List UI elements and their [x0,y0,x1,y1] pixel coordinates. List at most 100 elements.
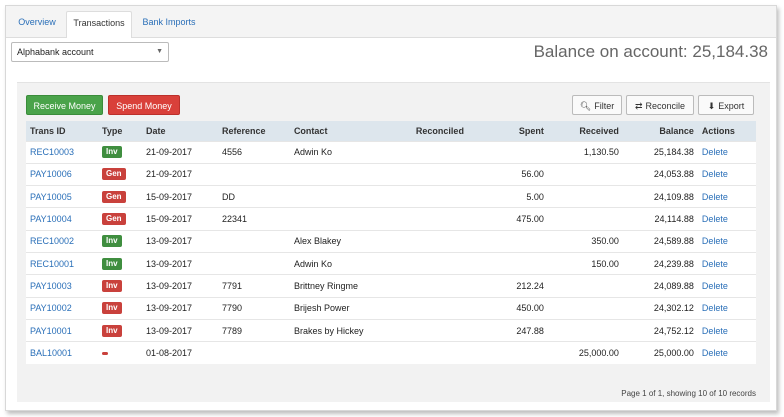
reference-cell [217,251,290,275]
trans-id-link[interactable]: PAY10004 [30,214,72,225]
type-badge: Inv [101,257,122,270]
reference-cell: DD [217,185,290,208]
delete-link[interactable]: Delete [701,169,728,180]
tab-overview[interactable]: Overview [18,17,56,27]
delete-link[interactable]: Delete [701,147,728,158]
trans-id-cell: PAY10004 [26,207,98,231]
tab-transactions[interactable]: Transactions [66,11,132,38]
trans-id-cell: REC10001 [26,251,98,275]
date-cell: 15-09-2017 [141,207,218,231]
contact-cell: Brakes by Hickey [289,318,412,342]
reference-cell: 22341 [217,207,290,231]
delete-link[interactable]: Delete [701,325,728,336]
delete-link[interactable]: Delete [701,280,728,291]
trans-id-link[interactable]: REC10002 [30,236,75,247]
actions-cell: Delete [697,207,756,231]
reconciled-cell [411,229,468,253]
export-button[interactable]: ⬇ Export [698,95,754,115]
trans-id-link[interactable]: PAY10002 [30,303,72,314]
trans-id-link[interactable]: BAL10001 [30,348,73,359]
actions-cell: Delete [697,162,756,186]
table-row: PAY10003 Inv 13-09-2017 7791 Brittney Ringme… [26,274,756,298]
reconciled-cell [411,207,468,231]
trans-id-link[interactable]: REC10001 [30,258,75,269]
balance-cell: 24,239.88 [622,251,698,275]
type-badge: Gen [101,168,126,181]
type-cell: Inv [97,318,142,342]
reconciled-cell [411,140,468,164]
spend-money-button[interactable]: Spend Money [108,95,180,115]
contact-cell [289,341,412,364]
table-row: PAY10001 Inv 13-09-2017 7789 Brakes by Hicke… [26,318,756,342]
balance-cell: 24,109.88 [622,185,698,208]
col-actions: Actions [697,121,756,141]
type-badge: Inv [101,279,122,292]
type-cell: Inv [97,274,142,298]
table-row: PAY10004 Gen 15-09-2017 22341 475.00 24,114.8… [26,207,756,231]
received-cell: 150.00 [547,251,623,275]
reconcile-button[interactable]: ⇄ Reconcile [626,95,694,115]
download-icon: ⬇ [707,101,716,111]
col-contact[interactable]: Contact [289,121,412,141]
tab-bank-imports[interactable]: Bank Imports [142,17,196,27]
reference-cell [217,162,290,186]
delete-link[interactable]: Delete [701,214,728,225]
delete-link[interactable]: Delete [701,258,728,269]
col-trans-id[interactable]: Trans ID [26,121,98,141]
date-cell: 13-09-2017 [141,229,218,253]
received-cell [547,207,623,231]
spent-cell [467,229,548,253]
export-button-label: Export [718,101,745,111]
trans-id-cell: PAY10005 [26,185,98,208]
col-received[interactable]: Received [547,121,623,141]
transactions-table: Trans ID Type Date Reference Contact Rec… [26,121,756,364]
reference-cell: 7789 [217,318,290,342]
trans-id-cell: PAY10002 [26,296,98,320]
reconciled-cell [411,296,468,320]
reconciled-cell [411,318,468,342]
type-cell: Inv [97,296,142,320]
col-date[interactable]: Date [141,121,218,141]
tab-bar: Overview Transactions Bank Imports [6,6,776,38]
trans-id-link[interactable]: PAY10005 [30,191,72,202]
col-balance[interactable]: Balance [622,121,698,141]
reference-cell: 7791 [217,274,290,298]
contact-cell: Alex Blakey [289,229,412,253]
transactions-panel: Receive Money Spend Money 🔍︎ Filter ⇄ Reco… [17,82,770,402]
delete-link[interactable]: Delete [701,303,728,314]
receive-money-button[interactable]: Receive Money [26,95,103,115]
filter-button-label: Filter [594,101,615,111]
contact-cell: Brittney Ringme [289,274,412,298]
date-cell: 15-09-2017 [141,185,218,208]
col-reconciled[interactable]: Reconciled [411,121,468,141]
received-cell [547,318,623,342]
spent-cell [467,140,548,164]
type-cell [97,341,142,364]
col-type[interactable]: Type [97,121,142,141]
delete-link[interactable]: Delete [701,191,728,202]
trans-id-link[interactable]: PAY10003 [30,280,72,291]
trans-id-cell: PAY10001 [26,318,98,342]
received-cell: 1,130.50 [547,140,623,164]
delete-link[interactable]: Delete [701,236,728,247]
trans-id-link[interactable]: PAY10001 [30,325,72,336]
date-cell: 21-09-2017 [141,162,218,186]
col-reference[interactable]: Reference [217,121,290,141]
trans-id-link[interactable]: PAY10006 [30,169,72,180]
reconciled-cell [411,162,468,186]
col-spent[interactable]: Spent [467,121,548,141]
date-cell: 01-08-2017 [141,341,218,364]
filter-button[interactable]: 🔍︎ Filter [572,95,622,115]
received-cell [547,185,623,208]
contact-cell: Adwin Ko [289,251,412,275]
trans-id-cell: PAY10006 [26,162,98,186]
type-cell: Gen [97,162,142,186]
transactions-window: Overview Transactions Bank Imports Alpha… [5,5,777,411]
trans-id-link[interactable]: REC10003 [30,147,75,158]
delete-link[interactable]: Delete [701,348,728,359]
trans-id-cell: BAL10001 [26,341,98,364]
balance-cell: 25,000.00 [622,341,698,364]
actions-cell: Delete [697,296,756,320]
spent-cell: 247.88 [467,318,548,342]
account-select[interactable]: Alphabank account ▼ [11,42,169,62]
